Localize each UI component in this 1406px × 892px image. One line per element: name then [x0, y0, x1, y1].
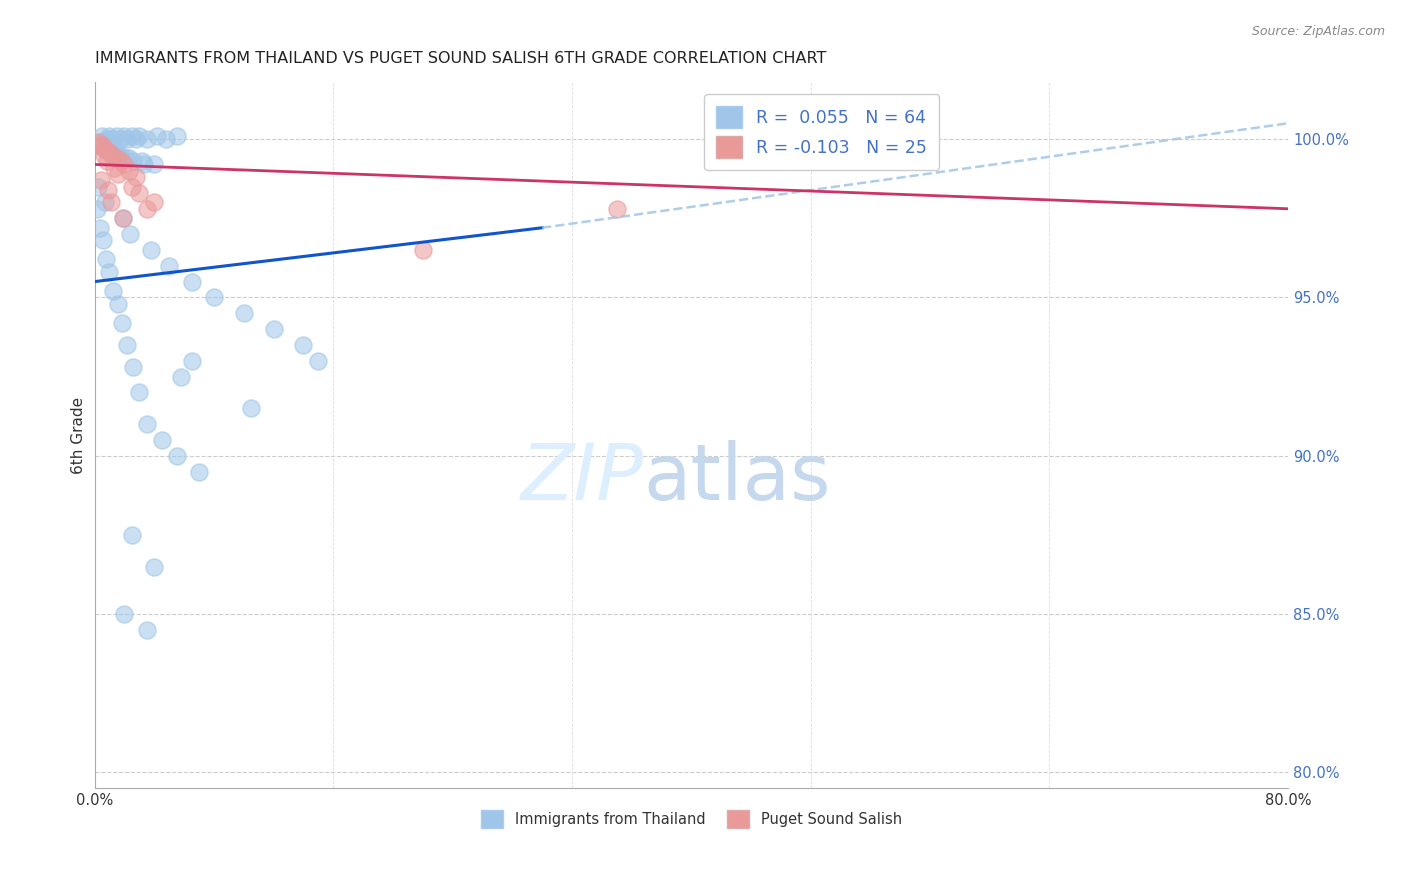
Point: [118, 163, 141, 178]
Point: [101, 148, 124, 162]
Point: [125, 170, 148, 185]
Point: [141, 243, 163, 257]
Point: [93, 142, 115, 156]
Point: [180, 275, 202, 289]
Point: [170, 369, 193, 384]
Point: [103, 161, 125, 175]
Point: [103, 284, 125, 298]
Point: [87, 138, 110, 153]
Point: [121, 179, 143, 194]
Point: [105, 128, 128, 143]
Point: [166, 449, 188, 463]
Text: atlas: atlas: [644, 440, 831, 516]
Point: [135, 623, 157, 637]
Point: [118, 151, 141, 165]
Point: [90, 136, 112, 150]
Point: [292, 338, 315, 352]
Point: [86, 136, 108, 150]
Point: [96, 154, 118, 169]
Point: [111, 316, 134, 330]
Point: [112, 157, 135, 171]
Point: [115, 338, 138, 352]
Point: [117, 132, 139, 146]
Point: [112, 607, 135, 621]
Point: [135, 202, 157, 216]
Point: [108, 148, 131, 162]
Point: [128, 385, 150, 400]
Point: [143, 195, 166, 210]
Point: [90, 173, 112, 187]
Point: [100, 142, 122, 156]
Point: [188, 465, 211, 479]
Point: [240, 401, 263, 416]
Point: [98, 145, 121, 159]
Point: [96, 132, 118, 146]
Legend: Immigrants from Thailand, Puget Sound Salish: Immigrants from Thailand, Puget Sound Sa…: [475, 805, 907, 834]
Text: Source: ZipAtlas.com: Source: ZipAtlas.com: [1251, 25, 1385, 38]
Point: [97, 183, 120, 197]
Point: [121, 128, 143, 143]
Point: [143, 157, 166, 171]
Point: [91, 234, 114, 248]
Point: [107, 167, 129, 181]
Point: [115, 151, 138, 165]
Point: [606, 202, 628, 216]
Point: [86, 202, 108, 216]
Point: [91, 138, 114, 153]
Point: [86, 179, 108, 194]
Point: [89, 220, 111, 235]
Point: [98, 128, 121, 143]
Point: [104, 145, 127, 159]
Point: [121, 360, 143, 375]
Point: [93, 148, 115, 162]
Point: [97, 138, 120, 153]
Point: [232, 306, 254, 320]
Point: [111, 211, 134, 226]
Point: [128, 128, 150, 143]
Point: [143, 559, 166, 574]
Point: [146, 128, 169, 143]
Point: [105, 151, 128, 165]
Point: [122, 154, 145, 169]
Point: [128, 186, 150, 200]
Point: [121, 528, 143, 542]
Text: IMMIGRANTS FROM THAILAND VS PUGET SOUND SALISH 6TH GRADE CORRELATION CHART: IMMIGRANTS FROM THAILAND VS PUGET SOUND …: [94, 51, 825, 66]
Point: [94, 142, 117, 156]
Text: ZIP: ZIP: [520, 440, 644, 516]
Point: [87, 138, 110, 153]
Point: [100, 195, 122, 210]
Point: [132, 157, 155, 171]
Point: [111, 211, 134, 226]
Point: [101, 132, 124, 146]
Point: [307, 353, 329, 368]
Point: [110, 132, 132, 146]
Point: [120, 227, 142, 241]
Point: [107, 148, 129, 162]
Point: [107, 297, 129, 311]
Point: [157, 259, 180, 273]
Point: [180, 353, 202, 368]
Point: [110, 154, 132, 169]
Point: [112, 128, 135, 143]
Point: [412, 243, 434, 257]
Point: [135, 132, 157, 146]
Point: [91, 128, 114, 143]
Point: [97, 265, 120, 279]
Point: [202, 290, 225, 304]
Point: [135, 417, 157, 431]
Point: [155, 132, 177, 146]
Point: [125, 132, 148, 146]
Point: [150, 433, 173, 447]
Point: [263, 322, 285, 336]
Point: [103, 145, 125, 159]
Point: [131, 154, 153, 169]
Point: [94, 195, 117, 210]
Point: [166, 128, 188, 143]
Y-axis label: 6th Grade: 6th Grade: [72, 397, 86, 474]
Point: [94, 252, 117, 267]
